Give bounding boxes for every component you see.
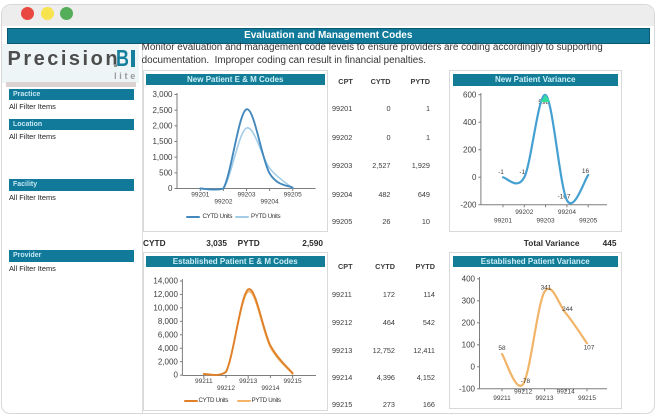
svg-text:2,500: 2,500 [152,106,173,115]
svg-text:99205: 99205 [284,192,302,199]
svg-text:99211: 99211 [195,378,213,385]
svg-text:58: 58 [498,345,506,352]
svg-text:1,500: 1,500 [152,137,173,146]
svg-text:1,000: 1,000 [152,153,173,162]
svg-text:99202: 99202 [515,209,533,216]
svg-text:-1: -1 [498,169,504,176]
svg-text:0: 0 [173,371,178,380]
svg-text:99212: 99212 [514,389,532,396]
svg-text:8,000: 8,000 [158,317,179,326]
svg-text:-100: -100 [459,384,476,393]
svg-text:99215: 99215 [578,395,596,402]
svg-text:16: 16 [582,168,590,175]
svg-text:99213: 99213 [535,395,553,402]
svg-text:99204: 99204 [558,209,576,216]
svg-text:99201: 99201 [494,217,512,224]
svg-text:-78: -78 [521,378,531,385]
svg-text:99203: 99203 [237,192,255,199]
svg-text:-167: -167 [557,194,570,201]
svg-text:107: 107 [584,344,595,351]
svg-text:99202: 99202 [214,198,232,205]
svg-text:4,000: 4,000 [158,344,179,353]
svg-text:2,000: 2,000 [158,357,179,366]
svg-text:400: 400 [462,274,476,283]
svg-text:14,000: 14,000 [153,277,178,286]
svg-text:0: 0 [472,173,477,182]
svg-text:500: 500 [159,168,173,177]
svg-text:99201: 99201 [191,192,209,199]
svg-text:400: 400 [463,118,477,127]
svg-text:244: 244 [562,306,573,313]
svg-text:-1: -1 [519,169,525,176]
svg-text:99215: 99215 [284,378,302,385]
svg-text:341: 341 [541,284,552,291]
svg-text:99205: 99205 [579,217,597,224]
svg-text:10,000: 10,000 [153,303,178,312]
svg-text:99211: 99211 [493,395,511,402]
svg-text:3,000: 3,000 [152,90,173,99]
svg-text:-200: -200 [460,200,477,209]
svg-text:0: 0 [471,362,476,371]
svg-text:99213: 99213 [239,378,257,385]
svg-text:200: 200 [463,145,477,154]
svg-text:600: 600 [463,90,477,99]
svg-text:2,000: 2,000 [152,121,173,130]
svg-text:99212: 99212 [217,385,235,392]
svg-text:6,000: 6,000 [158,330,179,339]
svg-text:598: 598 [538,99,549,106]
svg-text:99214: 99214 [557,389,575,396]
svg-text:300: 300 [462,296,476,305]
svg-text:200: 200 [462,318,476,327]
svg-text:100: 100 [462,340,476,349]
svg-text:99214: 99214 [261,385,279,392]
svg-text:99204: 99204 [261,198,279,205]
svg-text:99203: 99203 [537,217,555,224]
svg-text:0: 0 [168,184,173,193]
svg-text:12,000: 12,000 [153,290,178,299]
